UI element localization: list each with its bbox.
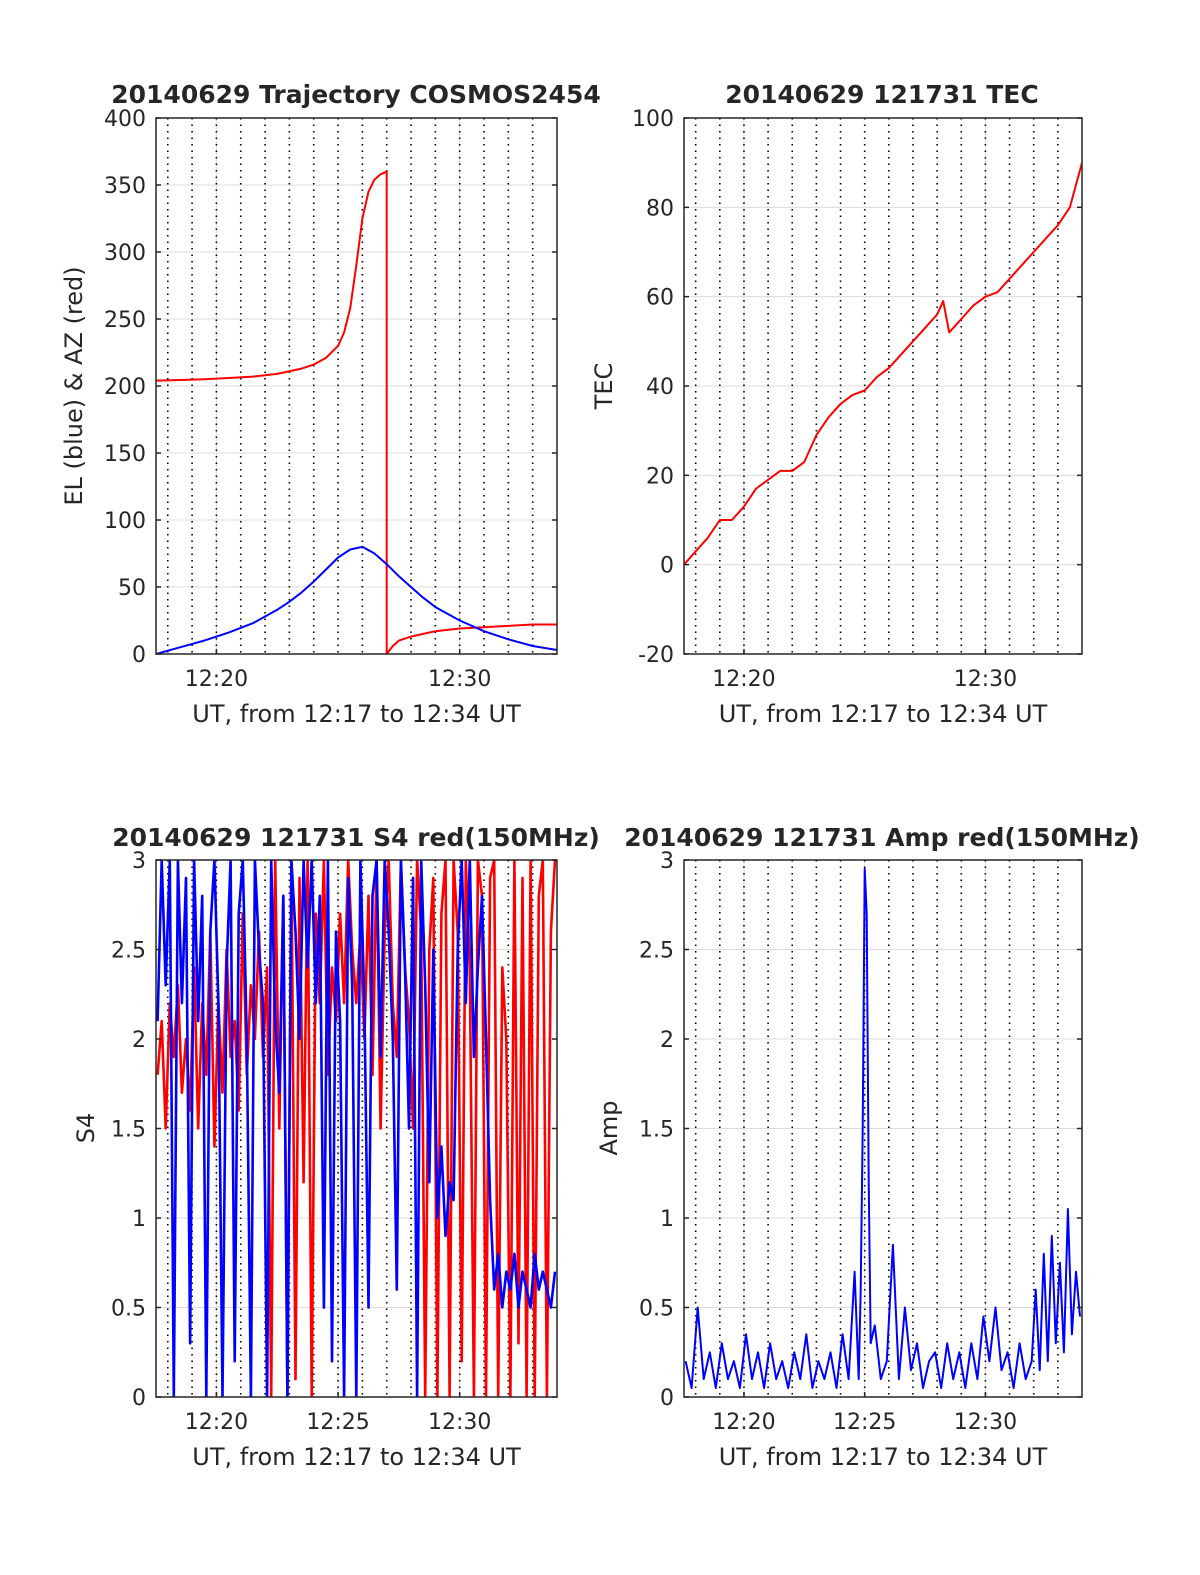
chart-trajectory: 0 50 100 150 200 250 300 350 400 12:20 12:30 201406… <box>60 80 601 728</box>
y-tick-label: 2.5 <box>639 939 674 964</box>
y-tick-label: 0 <box>660 554 674 579</box>
chart-title: 20140629 121731 Amp red(150MHz) <box>624 823 1140 852</box>
y-tick-label: 60 <box>646 286 674 311</box>
y-tick-label: 1 <box>660 1207 674 1232</box>
x-tick-label: 12:30 <box>428 667 491 692</box>
y-tick-label: 0 <box>660 1386 674 1411</box>
y-tick-label: 400 <box>104 107 146 132</box>
x-tick-label: 12:30 <box>954 667 1017 692</box>
chart-title: 20140629 Trajectory COSMOS2454 <box>111 80 601 109</box>
x-tick-label: 12:30 <box>954 1410 1017 1435</box>
x-axis-label: UT, from 12:17 to 12:34 UT <box>192 700 521 728</box>
y-tick-label: 2.5 <box>111 939 146 964</box>
y-tick-label: 1 <box>132 1207 146 1232</box>
series-line-tec <box>684 162 1082 566</box>
chart-tec: -20 0 20 40 60 80 100 12:20 12:30 20140629 121731… <box>590 80 1083 728</box>
y-tick-label: 2 <box>132 1028 146 1053</box>
x-axis-label: UT, from 12:17 to 12:34 UT <box>719 1443 1048 1471</box>
x-tick-label: 12:25 <box>306 1410 369 1435</box>
x-tick-label: 12:20 <box>712 1410 775 1435</box>
y-tick-label: 350 <box>104 174 146 199</box>
x-tick-label: 12:25 <box>833 1410 896 1435</box>
y-tick-label: 40 <box>646 375 674 400</box>
y-tick-label: 80 <box>646 196 674 221</box>
y-tick-label: 100 <box>632 107 674 132</box>
y-tick-label: 2 <box>660 1028 674 1053</box>
y-tick-label: 50 <box>118 576 146 601</box>
x-tick-label: 12:20 <box>185 1410 248 1435</box>
y-axis-label: EL (blue) & AZ (red) <box>60 266 88 505</box>
y-tick-label: 200 <box>104 375 146 400</box>
chart-s4: 0 0.5 1 1.5 2 2.5 3 12:20 12:25 12:30 20140629 121… <box>72 823 600 1471</box>
y-tick-label: -20 <box>638 643 674 668</box>
chart-title: 20140629 121731 TEC <box>725 80 1038 109</box>
y-tick-label: 0.5 <box>111 1297 146 1322</box>
x-tick-label: 12:30 <box>428 1410 491 1435</box>
y-axis-label: TEC <box>590 363 618 411</box>
x-axis-label: UT, from 12:17 to 12:34 UT <box>192 1443 521 1471</box>
series-line-s4_red <box>156 860 557 1397</box>
y-tick-label: 150 <box>104 442 146 467</box>
x-axis-label: UT, from 12:17 to 12:34 UT <box>719 700 1048 728</box>
series-line-el <box>156 545 557 654</box>
y-tick-label: 0 <box>132 1386 146 1411</box>
series-line-az <box>156 170 557 654</box>
x-tick-label: 12:20 <box>185 667 248 692</box>
y-tick-label: 100 <box>104 509 146 534</box>
y-tick-label: 0 <box>132 643 146 668</box>
y-axis-label: S4 <box>72 1113 100 1144</box>
chart-title: 20140629 121731 S4 red(150MHz) <box>112 823 600 852</box>
series-line-s4_blue <box>156 860 557 1397</box>
y-tick-label: 3 <box>660 849 674 874</box>
y-tick-label: 250 <box>104 308 146 333</box>
y-tick-label: 20 <box>646 464 674 489</box>
y-tick-label: 1.5 <box>111 1118 146 1143</box>
series-line-amp <box>684 867 1081 1389</box>
y-tick-label: 1.5 <box>639 1118 674 1143</box>
chart-amp: 0 0.5 1 1.5 2 2.5 3 12:20 12:25 12:30 20140629 121… <box>595 823 1140 1471</box>
y-axis-label: Amp <box>595 1100 623 1155</box>
y-tick-label: 3 <box>132 849 146 874</box>
x-tick-label: 12:20 <box>712 667 775 692</box>
y-tick-label: 300 <box>104 241 146 266</box>
y-tick-label: 0.5 <box>639 1297 674 1322</box>
